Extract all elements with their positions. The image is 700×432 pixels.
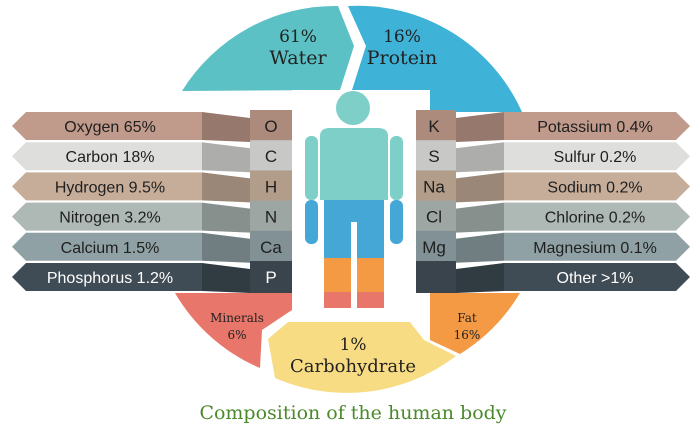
element-symbol: Mg	[422, 238, 446, 257]
carbohydrate-percent: 1%	[340, 335, 367, 355]
element-label: Nitrogen 3.2%	[59, 210, 160, 227]
left-element-row: Nitrogen 3.2% N	[12, 200, 292, 233]
symbol-tile	[416, 110, 456, 142]
ribbon-fold	[456, 172, 504, 203]
protein-label: Protein	[367, 47, 438, 69]
element-symbol: K	[428, 117, 440, 136]
element-ribbon	[504, 142, 690, 171]
left-element-row: Carbon 18% C	[12, 140, 292, 173]
ribbon-fold	[202, 112, 250, 142]
carbohydrate-label: Carbohydrate	[290, 356, 416, 377]
element-label: Hydrogen 9.5%	[55, 179, 165, 196]
element-ribbon	[12, 142, 202, 171]
ribbon-fold	[456, 232, 504, 263]
ribbon-fold	[456, 112, 504, 142]
water-percent: 61%	[279, 27, 317, 47]
element-symbol: S	[428, 147, 439, 166]
ribbon-fold	[202, 202, 250, 233]
fat-segment	[430, 293, 520, 354]
element-ribbon	[504, 202, 690, 231]
element-ribbon	[504, 232, 690, 261]
left-element-rows: Oxygen 65% O Carbon 18% C Hydrogen 9.5% H Nitr…	[12, 110, 292, 293]
right-element-row: Other >1%	[416, 261, 690, 293]
element-ribbon	[12, 202, 202, 231]
human-figure-icon	[305, 91, 403, 312]
element-symbol: O	[264, 117, 277, 136]
element-ribbon	[504, 112, 690, 140]
symbol-tile	[250, 200, 292, 233]
protein-percent: 16%	[383, 27, 421, 47]
diagram-title: Composition of the human body	[199, 402, 506, 424]
element-label: Oxygen 65%	[64, 119, 156, 136]
element-label: Carbon 18%	[66, 149, 155, 166]
symbol-tile	[416, 200, 456, 233]
ribbon-fold	[456, 263, 504, 293]
right-element-row: Sodium 0.2% Na	[416, 170, 690, 203]
element-ribbon	[504, 172, 690, 201]
water-label: Water	[269, 47, 327, 69]
element-symbol: H	[265, 177, 277, 196]
element-symbol: C	[265, 147, 277, 166]
ribbon-fold	[456, 202, 504, 233]
element-label: Magnesium 0.1%	[533, 240, 657, 257]
carbohydrate-segment	[268, 322, 456, 393]
left-element-row: Hydrogen 9.5% H	[12, 170, 292, 203]
element-label: Sodium 0.2%	[547, 179, 642, 196]
symbol-tile	[250, 261, 292, 293]
left-element-row: Calcium 1.5% Ca	[12, 230, 292, 263]
element-label: Other >1%	[557, 270, 634, 287]
left-element-row: Phosphorus 1.2% P	[12, 261, 292, 293]
protein-segment	[348, 5, 522, 113]
ribbon-fold	[456, 142, 504, 173]
symbol-tile	[416, 140, 456, 173]
symbol-tile	[250, 170, 292, 203]
right-element-row: Sulfur 0.2% S	[416, 140, 690, 173]
right-element-row: Chlorine 0.2% Cl	[416, 200, 690, 233]
element-label: Sulfur 0.2%	[554, 149, 637, 166]
element-label: Potassium 0.4%	[537, 119, 653, 136]
symbol-tile	[250, 140, 292, 173]
element-ribbon	[12, 263, 202, 291]
symbol-tile	[250, 110, 292, 142]
element-ribbon	[12, 172, 202, 201]
minerals-label: Minerals	[210, 311, 264, 325]
symbol-tile	[416, 261, 456, 293]
symbol-tile	[250, 230, 292, 263]
minerals-percent: 6%	[227, 328, 246, 342]
water-segment	[182, 5, 354, 92]
element-label: Calcium 1.5%	[61, 240, 160, 257]
symbol-tile	[416, 230, 456, 263]
left-element-row: Oxygen 65% O	[12, 110, 292, 142]
symbol-tile	[416, 170, 456, 203]
minerals-segment	[175, 293, 292, 368]
right-element-row: Potassium 0.4% K	[416, 110, 690, 142]
ribbon-fold	[202, 232, 250, 263]
element-ribbon	[12, 112, 202, 140]
element-symbol: N	[265, 208, 277, 227]
composition-ring	[175, 5, 522, 393]
right-element-rows: Potassium 0.4% K Sulfur 0.2% S Sodium 0.2% Na…	[416, 110, 690, 293]
element-symbol: Na	[423, 177, 445, 196]
fat-percent: 16%	[454, 328, 481, 342]
element-symbol: P	[265, 268, 276, 287]
element-label: Phosphorus 1.2%	[47, 270, 173, 287]
element-label: Chlorine 0.2%	[545, 210, 646, 227]
element-ribbon	[12, 232, 202, 261]
element-symbol: Cl	[426, 208, 442, 227]
element-ribbon	[504, 263, 690, 291]
ribbon-fold	[202, 263, 250, 293]
fat-label: Fat	[457, 311, 477, 325]
right-element-row: Magnesium 0.1% Mg	[416, 230, 690, 263]
ribbon-fold	[202, 142, 250, 173]
ribbon-fold	[202, 172, 250, 203]
element-symbol: Ca	[260, 238, 282, 257]
